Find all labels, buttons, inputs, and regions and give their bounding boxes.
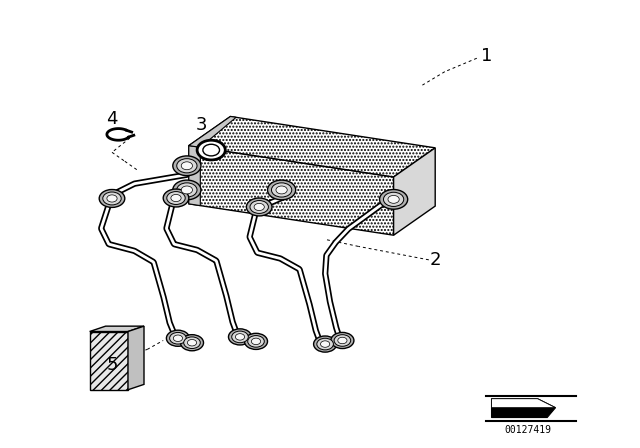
Circle shape [180,335,204,351]
Circle shape [103,192,121,205]
Circle shape [338,337,347,344]
Polygon shape [90,326,144,332]
Circle shape [244,333,268,349]
Circle shape [177,159,197,173]
Circle shape [232,331,248,343]
Circle shape [271,183,292,197]
Polygon shape [189,116,236,147]
Polygon shape [189,146,394,235]
Circle shape [248,336,264,347]
Circle shape [334,335,351,346]
Circle shape [173,156,201,176]
Circle shape [380,190,408,209]
Text: 00127419: 00127419 [504,425,552,435]
Text: 3: 3 [196,116,207,134]
Text: 4: 4 [106,110,118,128]
Circle shape [246,198,272,216]
Circle shape [276,186,287,194]
Text: 1: 1 [481,47,492,65]
Polygon shape [90,332,128,390]
Circle shape [252,338,260,345]
Circle shape [317,338,333,350]
Circle shape [228,329,252,345]
Polygon shape [189,146,200,206]
Circle shape [383,192,404,207]
Polygon shape [492,399,556,408]
Circle shape [197,140,225,160]
Text: 2: 2 [429,251,441,269]
Circle shape [170,332,186,344]
Polygon shape [492,399,556,418]
Polygon shape [394,148,435,235]
Circle shape [99,190,125,207]
Circle shape [181,162,193,170]
Circle shape [250,201,268,213]
Circle shape [167,192,185,204]
Circle shape [173,335,182,341]
Circle shape [181,186,193,194]
Circle shape [173,180,201,200]
Circle shape [388,195,399,203]
Polygon shape [128,326,144,390]
Circle shape [314,336,337,352]
Circle shape [268,180,296,200]
Circle shape [184,337,200,349]
Circle shape [171,194,181,202]
Circle shape [254,203,264,211]
Text: 5: 5 [106,356,118,374]
Polygon shape [189,116,435,177]
Circle shape [331,332,354,349]
Circle shape [177,183,197,197]
Circle shape [107,195,117,202]
Circle shape [163,189,189,207]
Circle shape [166,330,189,346]
Circle shape [321,341,330,347]
Circle shape [236,334,244,340]
Circle shape [188,340,196,346]
Circle shape [203,144,220,156]
